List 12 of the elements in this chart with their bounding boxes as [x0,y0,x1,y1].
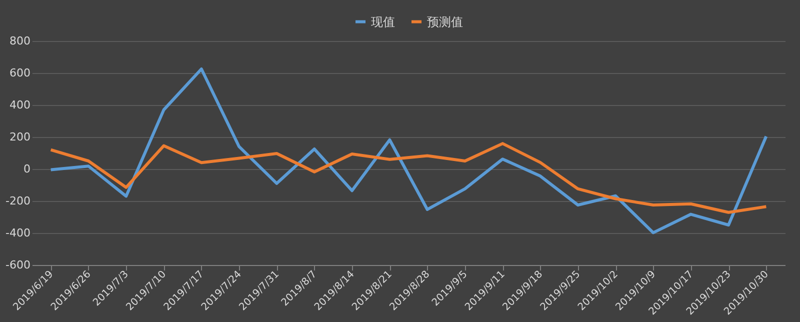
y-tick-label: -600 [6,258,30,272]
y-tick-label: -200 [6,194,30,208]
line-series [49,142,768,214]
y-tick-label: 800 [10,34,30,48]
y-tick-label: 400 [10,98,30,112]
line-series [49,68,768,234]
y-tick-label: -400 [6,226,30,240]
legend-label: 现值 [371,14,395,29]
y-tick-label: 200 [10,130,30,144]
y-tick-label: 600 [10,66,30,80]
legend-label: 预测值 [427,14,463,29]
y-tick-label: 0 [24,162,30,176]
